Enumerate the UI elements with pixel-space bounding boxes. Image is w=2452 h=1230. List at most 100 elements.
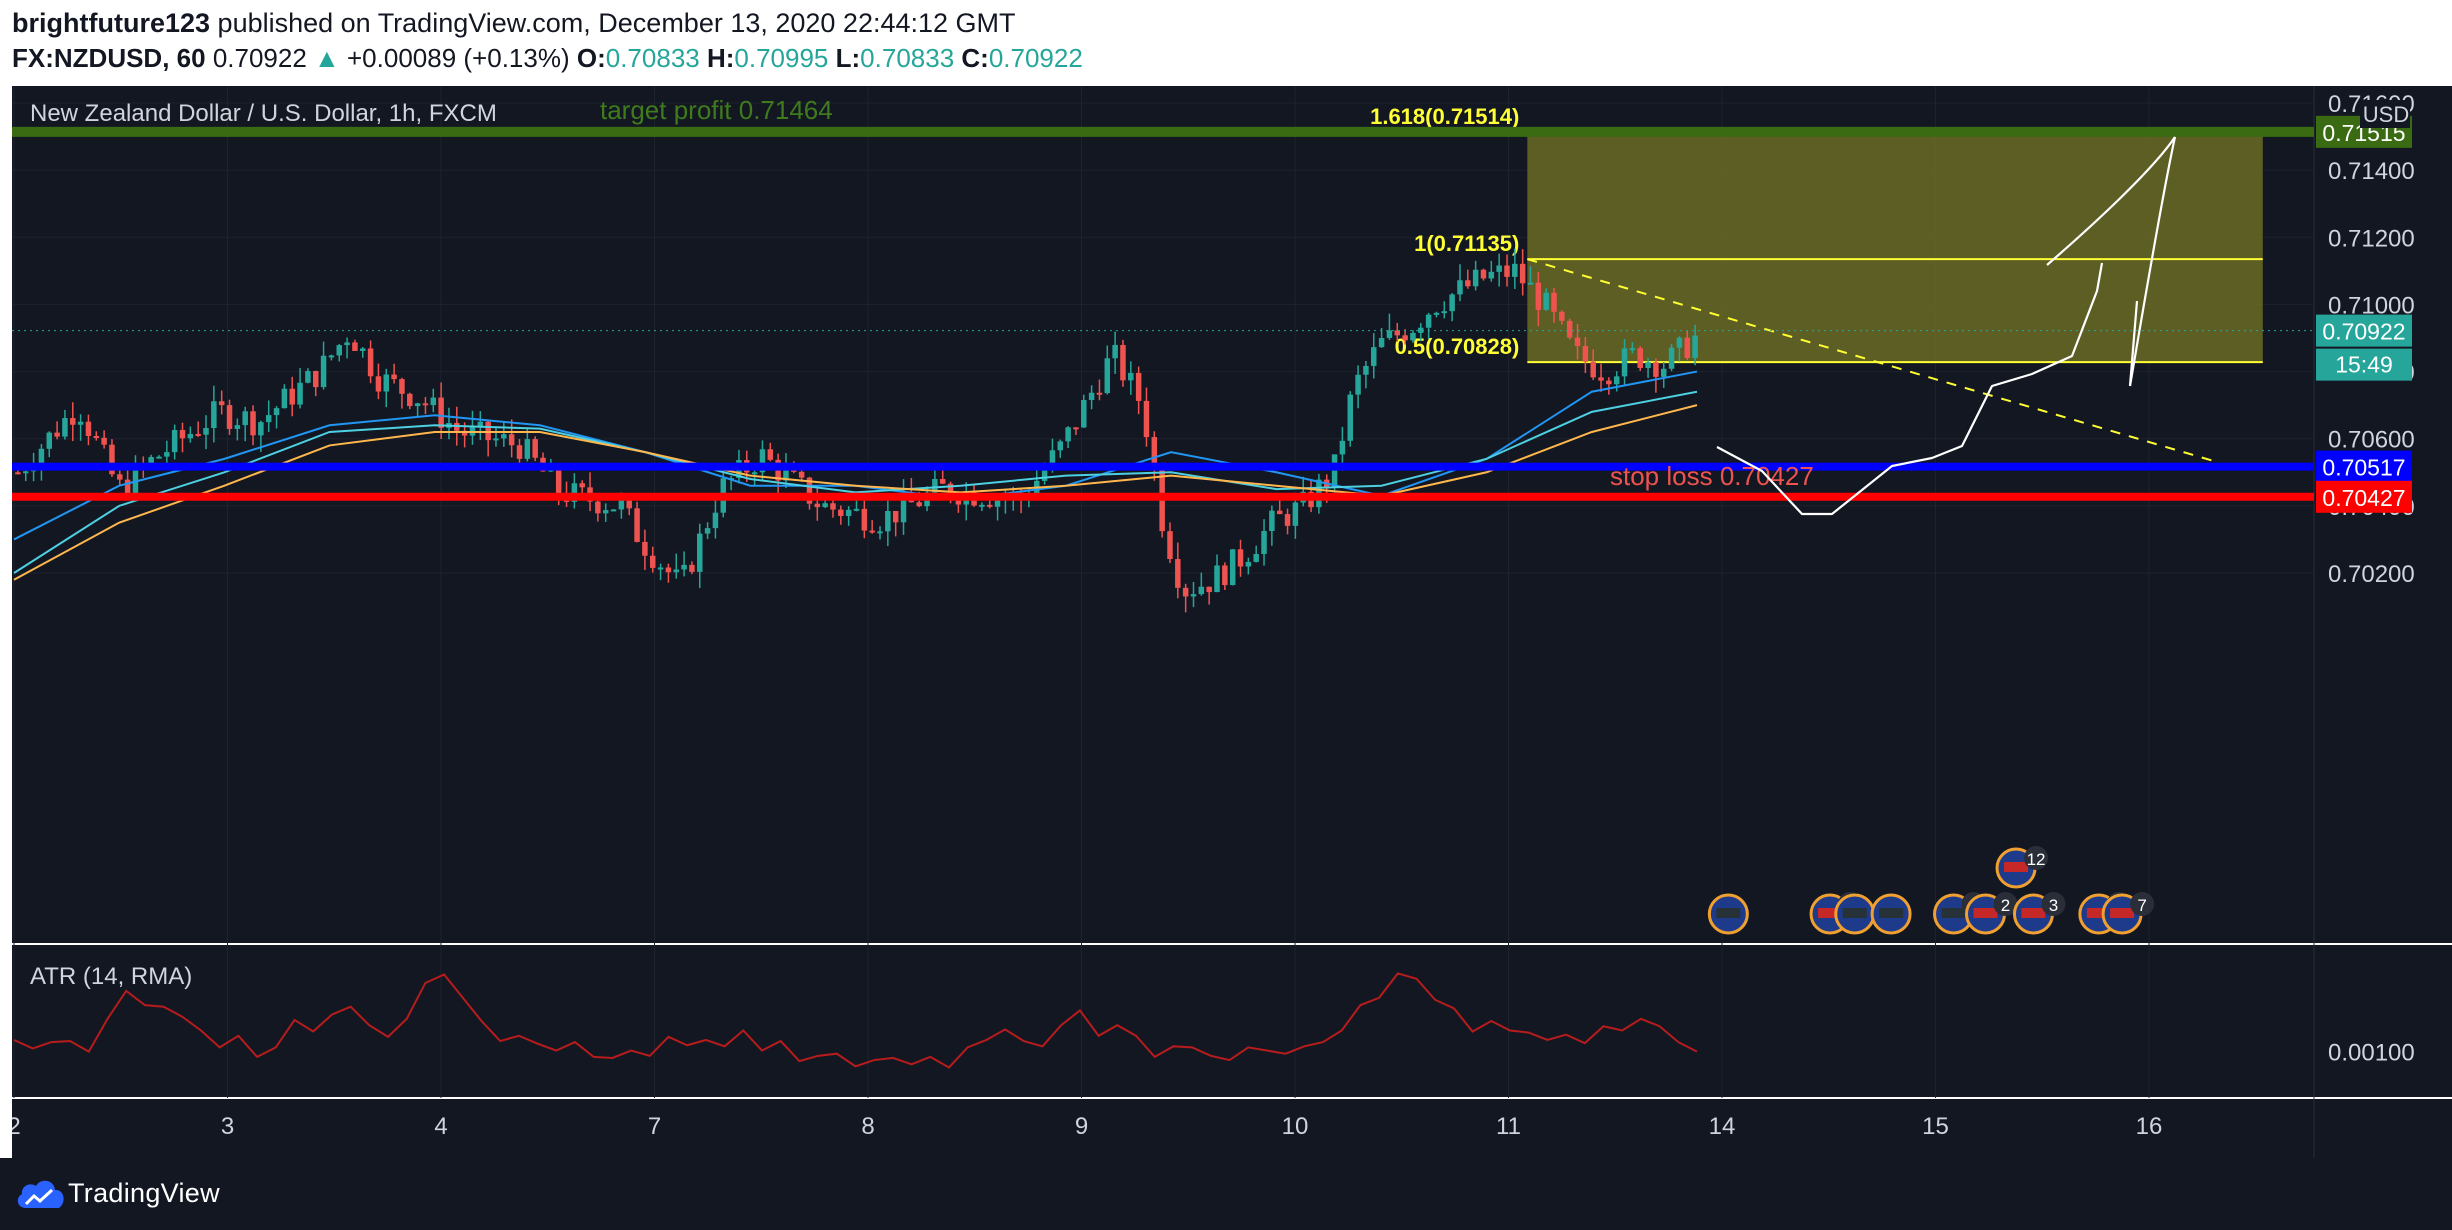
candle-body[interactable] <box>54 432 60 437</box>
candle-body[interactable] <box>853 508 860 511</box>
candle-body[interactable] <box>1668 347 1675 369</box>
candle-body[interactable] <box>916 502 922 507</box>
candle-body[interactable] <box>955 497 962 505</box>
moving-average-line[interactable] <box>13 404 1698 581</box>
candle-body[interactable] <box>1551 292 1557 312</box>
candle-body[interactable] <box>226 405 233 429</box>
candle-body[interactable] <box>305 371 311 383</box>
candle-body[interactable] <box>1206 586 1212 593</box>
candle-body[interactable] <box>697 533 703 572</box>
candle-body[interactable] <box>524 439 531 459</box>
projection-arrow-left[interactable] <box>2046 136 2176 266</box>
candle-body[interactable] <box>1692 335 1698 359</box>
candle-body[interactable] <box>838 509 844 516</box>
candle-body[interactable] <box>939 479 946 484</box>
candle-body[interactable] <box>1269 510 1275 532</box>
candle-body[interactable] <box>477 421 484 427</box>
publisher-name[interactable]: brightfuture123 <box>12 8 211 38</box>
candle-body[interactable] <box>407 393 413 407</box>
candle-body[interactable] <box>1653 362 1659 377</box>
candle-body[interactable] <box>1465 280 1471 287</box>
candle-body[interactable] <box>1088 392 1095 401</box>
candle-body[interactable] <box>132 463 139 495</box>
candle-body[interactable] <box>438 397 444 428</box>
candle-body[interactable] <box>1582 346 1589 362</box>
candle-body[interactable] <box>38 448 45 468</box>
candle-body[interactable] <box>430 397 437 406</box>
candle-body[interactable] <box>689 564 695 572</box>
candle-body[interactable] <box>595 501 601 514</box>
event-count-badge[interactable] <box>2024 846 2049 870</box>
candle-body[interactable] <box>156 456 162 459</box>
atr-line[interactable] <box>13 972 1698 1069</box>
candle-body[interactable] <box>1606 380 1612 385</box>
event-count-badge[interactable] <box>2041 892 2066 916</box>
candle-body[interactable] <box>336 345 342 356</box>
candle-body[interactable] <box>1559 311 1565 321</box>
candle-body[interactable] <box>1190 594 1197 597</box>
candle-body[interactable] <box>258 422 264 436</box>
candle-body[interactable] <box>328 355 335 358</box>
candle-body[interactable] <box>1378 337 1385 348</box>
candle-body[interactable] <box>1120 344 1126 381</box>
candle-body[interactable] <box>109 444 115 475</box>
candle-body[interactable] <box>1347 394 1353 441</box>
candle-body[interactable] <box>234 425 241 429</box>
candle-body[interactable] <box>610 509 617 512</box>
tradingview-brand[interactable]: TradingView <box>68 1178 220 1208</box>
candle-body[interactable] <box>892 511 899 523</box>
candle-body[interactable] <box>117 474 123 480</box>
candle-body[interactable] <box>1535 282 1542 310</box>
candle-body[interactable] <box>485 421 491 441</box>
stop-price-tag-box[interactable] <box>2316 480 2412 513</box>
candle-body[interactable] <box>704 528 711 534</box>
candle-body[interactable] <box>814 503 821 508</box>
last-price-tag-box[interactable] <box>2316 314 2412 347</box>
candle-body[interactable] <box>979 504 985 507</box>
candle-body[interactable] <box>171 430 178 453</box>
candle-body[interactable] <box>1660 368 1667 377</box>
event-count-badge[interactable] <box>1993 892 2018 916</box>
candle-body[interactable] <box>493 438 499 441</box>
candle-body[interactable] <box>1574 337 1581 347</box>
candle-body[interactable] <box>767 449 774 460</box>
price-chart-svg[interactable]: 0.716000.714000.712000.710000.708000.706… <box>12 86 2452 1158</box>
candle-body[interactable] <box>783 468 789 481</box>
event-count-badge[interactable] <box>2130 892 2155 916</box>
candle-body[interactable] <box>1104 358 1111 394</box>
candle-body[interactable] <box>1214 565 1220 593</box>
candle-body[interactable] <box>1096 392 1103 395</box>
candle-body[interactable] <box>806 477 813 504</box>
candle-body[interactable] <box>1637 348 1643 368</box>
candle-body[interactable] <box>352 342 358 351</box>
candle-body[interactable] <box>344 342 350 346</box>
candle-body[interactable] <box>1566 320 1573 338</box>
candle-body[interactable] <box>1128 372 1134 381</box>
candle-body[interactable] <box>187 433 194 439</box>
candle-body[interactable] <box>461 430 468 436</box>
candle-body[interactable] <box>932 479 938 493</box>
candle-body[interactable] <box>1433 312 1440 315</box>
candle-body[interactable] <box>1284 514 1291 526</box>
candle-body[interactable] <box>1143 400 1150 438</box>
candle-body[interactable] <box>751 472 758 475</box>
candle-body[interactable] <box>830 503 836 510</box>
candle-body[interactable] <box>673 569 679 573</box>
candle-body[interactable] <box>320 355 327 388</box>
candle-body[interactable] <box>375 376 382 392</box>
candle-body[interactable] <box>1410 332 1416 341</box>
candle-body[interactable] <box>579 483 585 488</box>
candle-body[interactable] <box>665 567 672 573</box>
candle-body[interactable] <box>516 445 523 459</box>
candle-body[interactable] <box>1621 348 1628 377</box>
candle-body[interactable] <box>15 472 21 475</box>
candle-body[interactable] <box>148 457 154 466</box>
candle-body[interactable] <box>1261 531 1267 554</box>
candle-body[interactable] <box>642 541 648 556</box>
candle-body[interactable] <box>861 508 868 531</box>
candle-body[interactable] <box>414 403 421 407</box>
projection-arrow-tail[interactable] <box>2128 300 2139 387</box>
candle-body[interactable] <box>1167 531 1173 560</box>
candle-body[interactable] <box>1645 362 1651 368</box>
candle-body[interactable] <box>203 428 209 435</box>
